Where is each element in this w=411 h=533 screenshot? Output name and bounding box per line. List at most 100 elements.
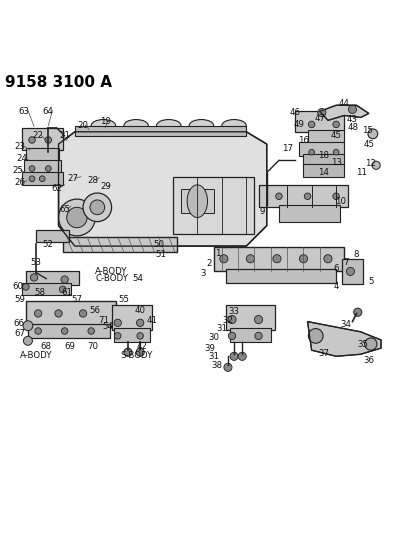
Text: 9158 3100 A: 9158 3100 A: [5, 75, 113, 90]
Text: 24: 24: [16, 154, 27, 163]
Circle shape: [304, 193, 311, 199]
Circle shape: [39, 176, 45, 182]
Bar: [279, 205, 340, 222]
Text: 57: 57: [72, 295, 83, 304]
Bar: [303, 154, 344, 166]
Bar: [36, 230, 69, 242]
Circle shape: [333, 149, 339, 155]
Circle shape: [67, 207, 87, 228]
Circle shape: [29, 166, 35, 172]
Text: 38: 38: [211, 361, 222, 370]
Text: 6: 6: [333, 264, 339, 273]
Circle shape: [61, 276, 68, 283]
Bar: [24, 160, 60, 173]
Circle shape: [324, 255, 332, 263]
Circle shape: [318, 109, 326, 117]
Text: 9: 9: [260, 207, 266, 216]
Text: 40: 40: [135, 306, 145, 315]
Ellipse shape: [91, 119, 115, 132]
Circle shape: [35, 328, 42, 334]
Circle shape: [88, 328, 95, 334]
Text: 2: 2: [207, 259, 212, 268]
Text: 63: 63: [18, 107, 29, 116]
Text: 47: 47: [314, 114, 325, 123]
Bar: [173, 177, 254, 234]
Text: 33: 33: [229, 307, 240, 316]
Bar: [299, 142, 344, 156]
Text: 71: 71: [98, 316, 109, 325]
Text: 14: 14: [319, 168, 329, 177]
Bar: [259, 185, 349, 207]
Text: 21: 21: [59, 131, 70, 140]
Circle shape: [90, 200, 105, 215]
Text: 16: 16: [298, 136, 309, 146]
Circle shape: [309, 149, 314, 155]
Ellipse shape: [157, 119, 181, 132]
Text: 27: 27: [67, 174, 79, 183]
Polygon shape: [58, 132, 267, 246]
Circle shape: [255, 332, 262, 340]
Bar: [28, 324, 110, 338]
Text: 45: 45: [330, 131, 342, 140]
Text: 65: 65: [59, 205, 70, 214]
Text: 49: 49: [294, 120, 305, 129]
Text: 56: 56: [90, 306, 101, 314]
Circle shape: [23, 336, 32, 345]
Text: 4: 4: [333, 281, 339, 290]
Text: 10: 10: [335, 197, 346, 206]
Text: 36: 36: [363, 356, 374, 365]
Circle shape: [46, 166, 51, 172]
Text: 59: 59: [14, 295, 25, 304]
Bar: [75, 126, 246, 136]
Bar: [214, 247, 344, 271]
Circle shape: [45, 136, 52, 143]
Bar: [181, 189, 214, 213]
Circle shape: [114, 319, 121, 327]
Text: 19: 19: [100, 117, 111, 126]
Bar: [62, 237, 177, 252]
Bar: [26, 301, 115, 326]
Text: 22: 22: [32, 131, 44, 140]
Text: 41: 41: [147, 316, 158, 325]
Bar: [22, 128, 62, 150]
Text: 25: 25: [12, 166, 23, 175]
Circle shape: [254, 316, 263, 324]
Circle shape: [35, 310, 42, 317]
Bar: [230, 328, 271, 342]
Text: 29: 29: [100, 182, 111, 191]
Text: 39: 39: [204, 344, 215, 353]
Text: 66: 66: [13, 319, 24, 328]
Text: 50: 50: [153, 239, 164, 248]
Bar: [342, 259, 363, 284]
Text: 23: 23: [14, 142, 25, 151]
Text: 12: 12: [365, 159, 376, 168]
Circle shape: [308, 328, 323, 343]
Bar: [26, 148, 58, 163]
Ellipse shape: [222, 119, 246, 132]
Text: 1: 1: [215, 249, 220, 258]
Text: 46: 46: [290, 108, 301, 117]
Circle shape: [23, 321, 33, 330]
Text: 34: 34: [341, 320, 352, 329]
Circle shape: [299, 255, 307, 263]
Text: 44: 44: [339, 99, 350, 108]
Circle shape: [224, 364, 232, 372]
Text: 45: 45: [363, 140, 374, 149]
Bar: [22, 283, 71, 295]
Circle shape: [368, 129, 378, 139]
Ellipse shape: [187, 185, 208, 217]
Circle shape: [238, 352, 246, 360]
Text: 28: 28: [88, 176, 99, 185]
Circle shape: [23, 284, 29, 290]
Bar: [303, 165, 344, 177]
Polygon shape: [320, 105, 369, 120]
Circle shape: [79, 310, 87, 317]
Circle shape: [365, 338, 377, 350]
Circle shape: [276, 193, 282, 199]
Text: 61: 61: [61, 288, 72, 297]
Text: 8: 8: [354, 250, 359, 259]
Bar: [22, 172, 62, 185]
Text: 52: 52: [43, 239, 54, 248]
Circle shape: [29, 136, 35, 143]
Circle shape: [29, 176, 35, 182]
